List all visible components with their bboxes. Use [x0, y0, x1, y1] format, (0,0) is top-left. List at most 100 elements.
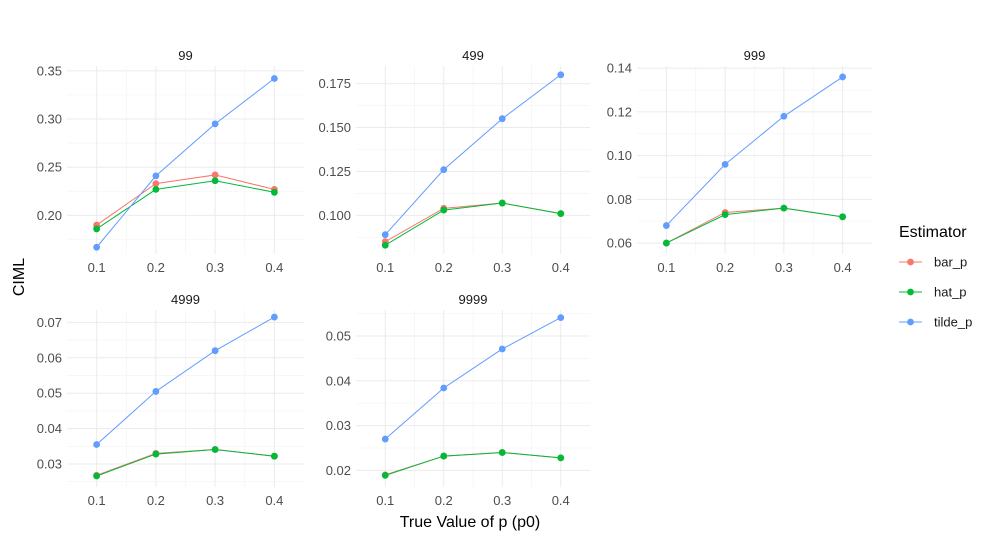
- y-tick-label: 0.30: [37, 112, 62, 127]
- data-point-bar_p: [152, 180, 160, 188]
- x-tick-label: 0.2: [147, 493, 165, 508]
- panel-title: 99: [178, 48, 192, 63]
- x-tick-label: 0.3: [206, 493, 224, 508]
- y-tick-label: 0.04: [37, 421, 62, 436]
- data-point-tilde_p: [152, 172, 160, 180]
- data-point-tilde_p: [721, 160, 729, 168]
- data-point-hat_p: [270, 188, 278, 196]
- data-point-tilde_p: [270, 75, 278, 82]
- y-tick-label: 0.06: [37, 350, 62, 365]
- legend: Estimator bar_p hat_p tilde_p: [899, 224, 972, 330]
- y-tick-label: 0.175: [318, 76, 351, 91]
- data-point-tilde_p: [557, 71, 565, 79]
- data-point-tilde_p: [381, 231, 389, 239]
- y-tick-label: 0.06: [607, 236, 632, 251]
- data-point-hat_p: [662, 239, 670, 247]
- data-point-tilde_p: [440, 166, 448, 174]
- data-point-hat_p: [498, 449, 506, 456]
- panel-499: 0.1 0.2 0.3 0.4 0.100 0.125 0.150 0.175 499: [318, 48, 590, 275]
- series-line-hat_p: [385, 451, 561, 476]
- x-tick-label: 0.1: [88, 493, 106, 508]
- data-point-tilde_p: [498, 345, 506, 353]
- data-point-tilde_p: [662, 222, 670, 229]
- data-point-tilde_p: [93, 441, 101, 448]
- series-line-hat_p: [96, 180, 275, 230]
- panel-title: 9999: [459, 292, 488, 307]
- series-line-tilde_p: [96, 316, 275, 445]
- y-tick-label: 0.03: [326, 418, 351, 433]
- data-point-hat_p: [839, 213, 847, 221]
- panel-title: 499: [462, 48, 484, 63]
- data-point-tilde_p: [839, 73, 847, 81]
- x-tick-label: 0.4: [265, 260, 283, 275]
- y-tick-label: 0.02: [326, 463, 351, 478]
- data-point-tilde_p: [780, 112, 788, 120]
- y-tick-label: 0.05: [326, 328, 351, 343]
- panel-title: 999: [744, 48, 766, 63]
- y-tick-label: 0.25: [37, 160, 62, 175]
- x-tick-label: 0.4: [552, 493, 570, 508]
- data-point-tilde_p: [152, 388, 160, 395]
- x-tick-label: 0.4: [834, 260, 852, 275]
- data-point-hat_p: [152, 450, 160, 458]
- y-tick-label: 0.14: [607, 61, 632, 76]
- y-tick-label: 0.150: [318, 120, 351, 135]
- y-tick-label: 0.10: [607, 148, 632, 163]
- panel-999: 0.1 0.2 0.3 0.4 0.06 0.08 0.10 0.12 0.14 999: [607, 48, 872, 275]
- data-point-hat_p: [381, 241, 389, 249]
- series-line-bar_p: [96, 174, 275, 226]
- data-point-tilde_p: [557, 314, 565, 322]
- x-tick-label: 0.3: [493, 260, 511, 275]
- series-line-tilde_p: [384, 317, 561, 440]
- x-tick-label: 0.3: [493, 493, 511, 508]
- panel-99: 0.1 0.2 0.3 0.4 0.20 0.25 0.30 0.35 99: [37, 48, 304, 275]
- data-point-hat_p: [93, 225, 101, 233]
- data-point-hat_p: [270, 452, 278, 460]
- data-point-tilde_p: [440, 384, 448, 392]
- data-point-hat_p: [93, 472, 101, 480]
- data-point-hat_p: [557, 454, 565, 462]
- data-point-hat_p: [721, 211, 729, 219]
- legend-key-point-bar_p: [907, 258, 914, 266]
- x-tick-label: 0.1: [88, 260, 106, 275]
- y-tick-label: 0.100: [318, 208, 351, 223]
- x-tick-label: 0.2: [435, 493, 453, 508]
- y-tick-label: 0.35: [37, 63, 62, 78]
- legend-key-point-tilde_p: [907, 318, 914, 326]
- data-point-hat_p: [440, 206, 448, 214]
- legend-label-bar_p: bar_p: [934, 255, 967, 270]
- data-point-tilde_p: [93, 243, 101, 251]
- series-line-hat_p: [384, 202, 561, 246]
- data-point-hat_p: [152, 186, 160, 193]
- data-point-hat_p: [780, 204, 788, 212]
- data-point-hat_p: [557, 210, 565, 217]
- y-tick-label: 0.125: [318, 164, 351, 179]
- data-point-tilde_p: [381, 435, 389, 443]
- series-line-tilde_p: [666, 76, 843, 226]
- data-point-hat_p: [211, 446, 219, 453]
- y-axis-title: CIML: [11, 258, 28, 296]
- y-tick-label: 0.07: [37, 315, 62, 330]
- panel-title: 4999: [171, 292, 200, 307]
- y-tick-label: 0.12: [607, 104, 632, 119]
- x-tick-label: 0.4: [265, 493, 283, 508]
- y-tick-label: 0.03: [37, 456, 62, 471]
- legend-key-point-hat_p: [907, 288, 914, 296]
- x-tick-label: 0.2: [147, 260, 165, 275]
- legend-title: Estimator: [899, 224, 967, 241]
- y-tick-label: 0.08: [607, 192, 632, 207]
- y-tick-label: 0.05: [37, 386, 62, 401]
- data-point-tilde_p: [211, 120, 219, 128]
- data-point-bar_p: [211, 171, 219, 179]
- series-line-tilde_p: [96, 78, 275, 248]
- legend-label-tilde_p: tilde_p: [934, 315, 972, 330]
- series-line-tilde_p: [384, 74, 562, 236]
- data-point-hat_p: [381, 471, 389, 479]
- panel-4999: 0.1 0.2 0.3 0.4 0.03 0.04 0.05 0.06 0.07 4999: [37, 292, 304, 508]
- x-tick-label: 0.2: [716, 260, 734, 275]
- x-tick-label: 0.1: [376, 493, 394, 508]
- data-point-hat_p: [498, 199, 506, 207]
- x-tick-label: 0.1: [657, 260, 675, 275]
- data-point-tilde_p: [270, 313, 278, 321]
